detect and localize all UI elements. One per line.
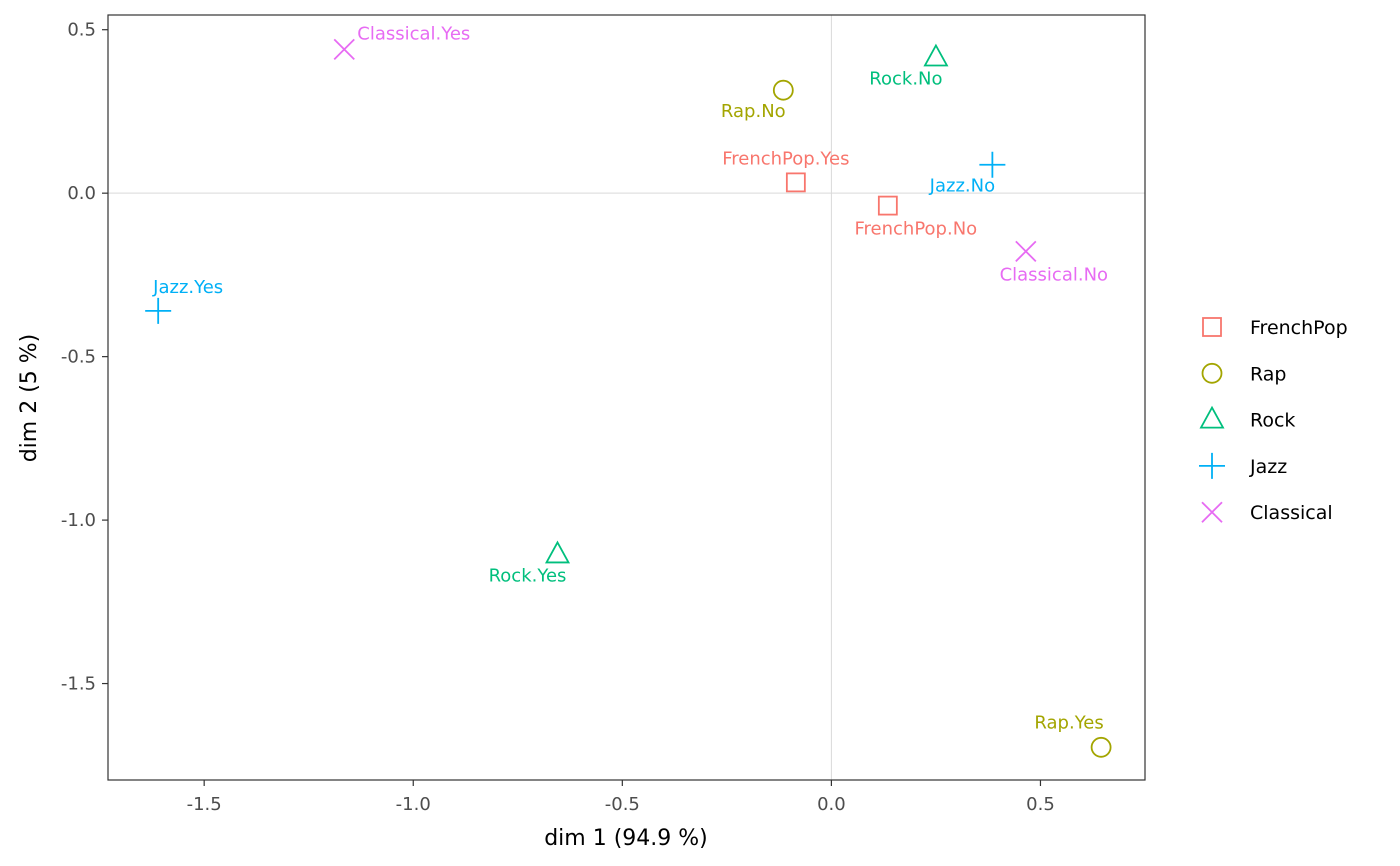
x-tick-label: -0.5: [605, 794, 640, 815]
points-layer: [145, 38, 1112, 758]
point-label-jazz-yes: Jazz.Yes: [152, 277, 223, 298]
plot-panel-border: [107, 14, 1146, 781]
point-label-rap-yes: Rap.Yes: [1034, 712, 1103, 733]
point-label-classical-no: Classical.No: [1000, 264, 1108, 285]
point-jazz-yes: [145, 297, 172, 324]
point-label-frenchpop-yes: FrenchPop.Yes: [722, 148, 849, 169]
point-classical-yes: [333, 38, 355, 60]
point-jazz-no: [979, 151, 1006, 178]
legend-label-rock: Rock: [1250, 410, 1295, 432]
y-tick-label: 0.0: [67, 183, 96, 204]
x-axis-title: dim 1 (94.9 %): [544, 826, 708, 851]
plot-background: [108, 15, 1145, 780]
legend-key-frenchpop: [1202, 317, 1222, 337]
legend-key-rock: [1199, 405, 1225, 429]
x-tick-label: -1.0: [396, 794, 431, 815]
y-axis: 0.5 0.0 -0.5 -1.0 -1.5: [61, 20, 108, 695]
point-rock-yes: [544, 540, 571, 564]
y-tick-label: -1.0: [61, 510, 96, 531]
legend-label-classical: Classical: [1250, 502, 1333, 524]
point-label-rock-yes: Rock.Yes: [489, 565, 567, 586]
legend-key-jazz: [1199, 452, 1225, 479]
point-rock-no: [923, 43, 949, 67]
point-rap-no: [772, 79, 794, 101]
point-label-rock-no: Rock.No: [869, 69, 942, 90]
x-axis: -1.5 -1.0 -0.5 0.0 0.5: [187, 780, 1055, 815]
legend-label-frenchpop: FrenchPop: [1250, 317, 1348, 339]
legend-label-rap: Rap: [1250, 363, 1287, 385]
point-label-classical-yes: Classical.Yes: [357, 23, 470, 44]
point-label-frenchpop-no: FrenchPop.No: [854, 219, 977, 240]
y-tick-label: -1.5: [61, 674, 96, 695]
legend: FrenchPop Rap Rock Jazz Classical: [1199, 317, 1348, 524]
legend-key-rap: [1201, 362, 1223, 384]
point-classical-no: [1015, 240, 1037, 263]
point-frenchpop-yes: [785, 172, 806, 193]
y-axis-title: dim 2 (5 %): [17, 334, 42, 463]
point-labels-layer: FrenchPop.Yes FrenchPop.No Rap.No Rap.Yes Ro…: [152, 23, 1108, 733]
point-label-jazz-no: Jazz.No: [929, 176, 995, 197]
point-frenchpop-no: [877, 195, 898, 216]
point-label-rap-no: Rap.No: [721, 101, 786, 122]
legend-label-jazz: Jazz: [1249, 456, 1287, 478]
x-tick-label: 0.0: [817, 794, 846, 815]
point-rap-yes: [1090, 736, 1112, 758]
y-tick-label: -0.5: [61, 347, 96, 368]
x-tick-label: -1.5: [187, 794, 222, 815]
y-tick-label: 0.5: [67, 20, 96, 41]
legend-key-classical: [1201, 501, 1223, 523]
x-tick-label: 0.5: [1026, 794, 1055, 815]
